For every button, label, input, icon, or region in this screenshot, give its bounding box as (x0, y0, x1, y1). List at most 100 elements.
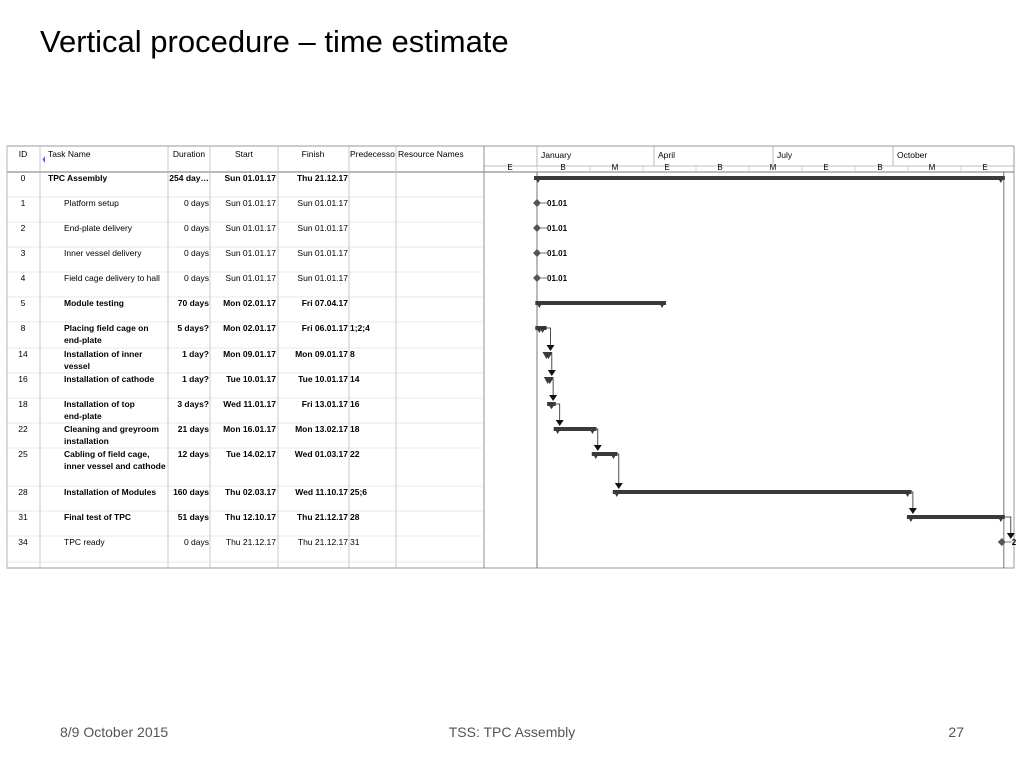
task-finish: Thu 21.12.17 (297, 512, 348, 522)
task-start: Sun 01.01.17 (225, 223, 276, 233)
dependency-arrowhead (555, 420, 564, 426)
task-duration: 1 day? (182, 374, 209, 384)
task-finish: Wed 01.03.17 (295, 449, 349, 459)
task-id: 31 (18, 512, 28, 522)
summary-bar-start-cap (535, 301, 544, 308)
task-start: Tue 14.02.17 (226, 449, 276, 459)
task-finish: Mon 13.02.17 (295, 424, 348, 434)
summary-bar-end-cap (996, 176, 1005, 183)
task-id: 14 (18, 349, 28, 359)
task-finish: Mon 09.01.17 (295, 349, 348, 359)
period-label: E (507, 163, 512, 172)
task-duration: 0 days (184, 537, 209, 547)
dependency-arrow-line (596, 428, 599, 446)
task-name: end-plate (64, 411, 102, 421)
column-header: Finish (302, 149, 325, 159)
period-label: E (823, 163, 828, 172)
task-id: 4 (21, 273, 26, 283)
task-name: End-plate delivery (64, 223, 133, 233)
milestone-marker (997, 538, 1006, 546)
task-finish: Fri 06.01.17 (302, 323, 349, 333)
milestone-marker (533, 199, 541, 207)
task-name: Placing field cage on (64, 323, 149, 333)
task-start: Mon 16.01.17 (223, 424, 276, 434)
task-id: 5 (21, 298, 26, 308)
task-finish: Sun 01.01.17 (297, 273, 348, 283)
milestone-label: 01.01 (547, 249, 568, 258)
period-label: M (612, 163, 619, 172)
task-id: 25 (18, 449, 28, 459)
column-header: Start (235, 149, 254, 159)
dependency-arrowhead (547, 370, 556, 376)
task-predecessors: 8 (350, 349, 355, 359)
dependency-arrowhead (546, 345, 555, 351)
milestone-label: 01.01 (547, 274, 568, 283)
summary-bar-end-cap (609, 452, 618, 459)
period-label: M (929, 163, 936, 172)
task-predecessors: 18 (350, 424, 360, 434)
task-name: Cleaning and greyroom (64, 424, 159, 434)
task-start: Sun 01.01.17 (225, 273, 276, 283)
dependency-arrow-line (546, 327, 551, 346)
task-start: Wed 11.01.17 (223, 399, 276, 409)
task-predecessors: 28 (350, 512, 360, 522)
task-id: 16 (18, 374, 28, 384)
task-duration: 254 day… (169, 173, 209, 183)
milestone-label: 2 (1012, 538, 1017, 547)
task-start: Thu 02.03.17 (225, 487, 276, 497)
task-name: vessel (64, 361, 90, 371)
task-name: Platform setup (64, 198, 119, 208)
summary-bar (553, 427, 597, 431)
period-label: B (560, 163, 565, 172)
task-predecessors: 14 (350, 374, 360, 384)
task-finish: Fri 13.01.17 (302, 399, 349, 409)
gantt-frame (6, 145, 1015, 569)
summary-bar-start-cap (534, 176, 542, 183)
milestone-label: 01.01 (547, 199, 568, 208)
task-start: Tue 10.01.17 (226, 374, 276, 384)
task-name: Inner vessel delivery (64, 248, 142, 258)
milestone-marker (533, 249, 541, 257)
task-finish: Thu 21.12.17 (298, 537, 348, 547)
task-finish: Sun 01.01.17 (297, 248, 348, 258)
column-header: Resource Names (398, 149, 464, 159)
task-duration: 5 days? (177, 323, 209, 333)
period-label: B (717, 163, 722, 172)
task-duration: 51 days (178, 512, 209, 522)
task-finish: Sun 01.01.17 (297, 198, 348, 208)
milestone-label: 01.01 (547, 224, 568, 233)
dependency-arrow-line (551, 378, 554, 396)
dependency-arrowhead (1006, 533, 1015, 539)
task-start: Mon 02.01.17 (223, 298, 276, 308)
task-duration: 12 days (178, 449, 209, 459)
dependency-arrowhead (593, 445, 602, 451)
slide-title: Vertical procedure – time estimate (40, 24, 509, 59)
task-id: 22 (18, 424, 28, 434)
column-header: ID (19, 149, 28, 159)
task-id: 0 (21, 173, 26, 183)
summary-bar-start-cap (591, 452, 600, 459)
month-label: April (658, 150, 675, 160)
task-id: 34 (18, 537, 28, 547)
column-header: Task Name (48, 149, 91, 159)
summary-bar (591, 452, 618, 456)
task-name: Field cage delivery to hall (64, 273, 160, 283)
task-finish: Fri 07.04.17 (302, 298, 349, 308)
summary-bar-end-cap (903, 490, 912, 497)
period-label: B (877, 163, 882, 172)
task-finish: Tue 10.01.17 (298, 374, 348, 384)
milestone-marker (533, 224, 541, 232)
dependency-arrow-line (555, 403, 561, 421)
task-name: Final test of TPC (64, 512, 131, 522)
task-id: 18 (18, 399, 28, 409)
summary-bar (535, 301, 667, 305)
summary-bar (612, 490, 912, 494)
dependency-arrowhead (549, 395, 558, 401)
task-duration: 0 days (184, 273, 209, 283)
task-name: Installation of inner (64, 349, 143, 359)
task-name: TPC Assembly (48, 173, 107, 183)
footer-date: 8/9 October 2015 (60, 724, 169, 740)
dependency-arrow-line (550, 353, 553, 371)
task-name: Installation of cathode (64, 374, 154, 384)
